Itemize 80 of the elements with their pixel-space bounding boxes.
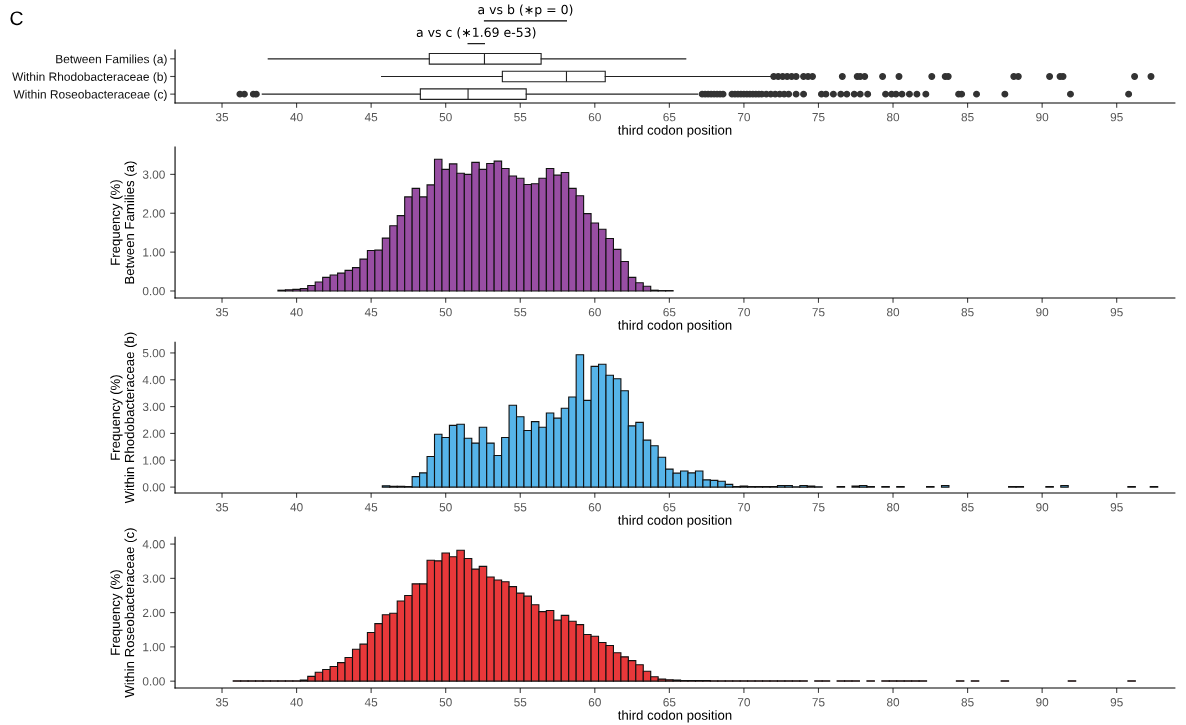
y-tick-label: 4.00: [142, 540, 165, 549]
x-tick-label: 35: [215, 503, 229, 512]
y-tick-label: 3.00: [142, 574, 165, 583]
x-tick-label: 65: [663, 112, 676, 122]
y-tick-label: 4.00: [142, 375, 165, 385]
x-tick-label: 70: [737, 698, 751, 707]
x-tick-label: 90: [1036, 698, 1049, 707]
x-tick-label: 80: [886, 503, 900, 512]
y-tick-label: Between Families (a): [56, 54, 167, 66]
x-tick-label: 60: [588, 503, 601, 512]
x-tick-label: 90: [1036, 308, 1049, 317]
y-tick-label: 3.00: [142, 402, 165, 411]
y-axis-title: Frequency (%) Within Roseobacteraceae (c): [110, 528, 137, 698]
x-axis-title: third codon position: [617, 125, 732, 138]
y-tick-label: 1.00: [143, 248, 165, 257]
x-tick-label: 55: [514, 503, 527, 512]
x-axis-title: third codon position: [617, 320, 732, 333]
x-tick-label: 90: [1036, 503, 1049, 512]
x-tick-label: 35: [215, 112, 229, 122]
y-axis-title: Frequency (%) Between Families (a): [110, 161, 137, 284]
x-tick-label: 75: [812, 503, 825, 512]
x-tick-label: 85: [961, 698, 974, 707]
x-tick-label: 45: [364, 503, 378, 512]
x-tick-label: 55: [514, 308, 527, 317]
x-tick-label: 60: [588, 698, 601, 707]
x-tick-label: 50: [439, 698, 452, 707]
x-tick-label: 55: [514, 698, 527, 707]
x-tick-label: 95: [1110, 112, 1123, 122]
x-tick-label: 95: [1110, 308, 1123, 317]
text: a vs c (∗1.69 e-53): [416, 27, 536, 39]
text: a vs b (∗p = 0): [478, 4, 573, 17]
x-tick-label: 40: [290, 503, 303, 512]
y-tick-label: 2.00: [142, 429, 165, 438]
y-tick-label: Within Roseobacteraceae (c): [13, 89, 167, 101]
x-tick-label: 40: [290, 698, 303, 707]
y-tick-label: Within Rhodobacteraceae (b): [12, 72, 167, 84]
x-tick-label: 75: [812, 308, 825, 317]
x-tick-label: 85: [961, 112, 974, 122]
x-tick-label: 40: [290, 112, 303, 122]
y-tick-label: 1.00: [143, 642, 165, 652]
x-axis-title: third codon position: [617, 515, 732, 528]
y-tick-label: 0.00: [142, 483, 165, 492]
y-tick-label: 2.00: [142, 209, 165, 218]
y-tick-label: 5.00: [142, 348, 165, 358]
x-tick-label: 50: [439, 112, 452, 122]
text: C: [10, 11, 23, 26]
x-tick-label: 65: [663, 308, 676, 317]
x-tick-label: 35: [215, 698, 229, 707]
x-tick-label: 60: [588, 112, 601, 122]
x-tick-label: 60: [588, 308, 601, 317]
y-tick-label: 0.00: [142, 287, 165, 296]
x-tick-label: 75: [812, 113, 825, 122]
y-axis-title: Frequency (%) Within Rhodobacteraceae (b): [110, 332, 137, 504]
x-tick-label: 90: [1036, 112, 1049, 122]
x-tick-label: 40: [290, 308, 303, 317]
x-tick-label: 45: [364, 308, 378, 317]
x-tick-label: 75: [812, 698, 825, 707]
y-tick-label: 2.00: [142, 608, 165, 618]
x-tick-label: 50: [439, 308, 452, 317]
x-tick-label: 70: [737, 308, 751, 317]
x-tick-label: 85: [961, 503, 974, 512]
x-tick-label: 80: [886, 112, 900, 122]
x-tick-label: 80: [886, 698, 900, 707]
x-tick-label: 65: [663, 503, 676, 512]
x-tick-label: 55: [514, 113, 527, 122]
x-tick-label: 70: [737, 112, 751, 122]
x-tick-label: 65: [663, 698, 676, 707]
x-tick-label: 35: [215, 308, 229, 317]
x-tick-label: 80: [886, 308, 900, 317]
y-tick-label: 1.00: [143, 456, 165, 465]
x-tick-label: 85: [961, 308, 974, 317]
y-tick-label: 3.00: [142, 170, 165, 179]
x-tick-label: 45: [364, 698, 378, 707]
x-tick-label: 95: [1110, 503, 1123, 512]
x-axis-title: third codon position: [617, 710, 732, 723]
x-tick-label: 45: [364, 113, 378, 122]
x-tick-label: 50: [439, 503, 452, 512]
x-tick-label: 70: [737, 503, 751, 512]
x-tick-label: 95: [1110, 698, 1123, 707]
y-tick-label: 0.00: [142, 677, 165, 686]
